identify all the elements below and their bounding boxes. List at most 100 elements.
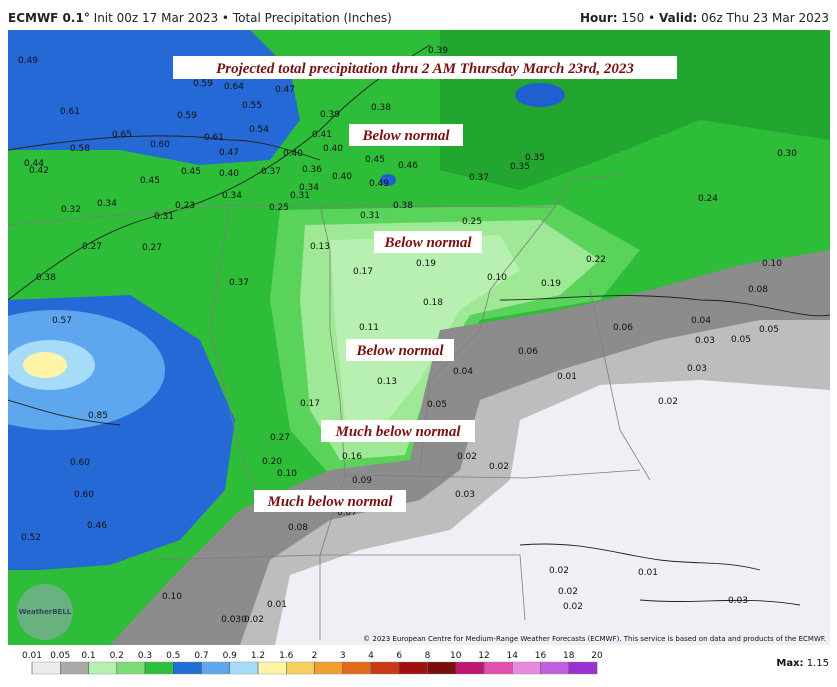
point-value: 0.37 (229, 278, 249, 288)
point-value: 0.39 (428, 46, 448, 56)
max-value: Max: 1.15 (776, 658, 829, 669)
point-value: 0.24 (698, 194, 718, 204)
point-value: 0.16 (342, 452, 362, 462)
point-value: 0.34 (222, 191, 242, 201)
point-value: 0.01 (638, 568, 658, 578)
point-value: 0.10 (162, 592, 182, 602)
legend-swatch (116, 661, 146, 675)
valid-value: 06z Thu 23 Mar 2023 (701, 11, 829, 25)
legend-tick-label: 0.5 (166, 651, 180, 661)
point-value: 0.61 (204, 133, 224, 143)
point-value: 0.85 (88, 411, 108, 421)
hour-value: 150 • (621, 11, 655, 25)
point-value: 0.25 (269, 203, 289, 213)
point-value: 0.47 (219, 148, 239, 158)
annotation-box (321, 420, 475, 442)
point-value: 0.05 (427, 400, 447, 410)
run-description: Init 00z 17 Mar 2023 • Total Precipitati… (94, 11, 392, 25)
legend-tick-label: 10 (450, 651, 462, 661)
legend-tick-label: 8 (425, 651, 431, 661)
point-value: 0.03 (455, 490, 475, 500)
max-label: Max: (776, 658, 803, 669)
point-value: 0.38 (36, 273, 56, 283)
map-area: 0.49 0.59 0.64 0.47 0.39 0.61 0.59 0.55 0.38 0.39… (8, 30, 830, 645)
point-value: 0.02 (489, 462, 509, 472)
point-value: 0.60 (70, 458, 90, 468)
point-value: 0.06 (518, 347, 538, 357)
annotation-box (346, 339, 454, 361)
point-value: 0.17 (353, 267, 373, 277)
lake (515, 83, 565, 107)
point-value: 0.34 (299, 183, 319, 193)
legend-tick-label: 0.01 (22, 651, 42, 661)
color-legend: 0.01 0.05 0.1 0.2 0.3 0.5 0.7 0.9 1.2 1.6 2 3 4 6 8 10 1… (22, 651, 603, 675)
point-value: 0.13 (310, 242, 330, 252)
point-value: 0.46 (87, 521, 107, 531)
point-value: 0.17 (300, 399, 320, 409)
legend-tick-label: 14 (507, 651, 519, 661)
legend-tick-label: 3 (340, 651, 346, 661)
point-value: 0.38 (371, 103, 391, 113)
legend-swatch (399, 661, 428, 675)
legend-tick-label: 0.7 (194, 651, 208, 661)
legend-tick-label: 0.9 (223, 651, 238, 661)
point-value: 0.23 (175, 201, 195, 211)
point-value: 0.10 (487, 273, 507, 283)
model-name: ECMWF 0.1° (8, 11, 90, 25)
point-value: 0.02 (558, 587, 578, 597)
point-value: 0.40 (283, 149, 303, 159)
legend-swatch (229, 661, 259, 675)
point-value: 0.08 (748, 285, 768, 295)
point-value: 0.54 (249, 125, 269, 135)
legend-swatch (342, 661, 372, 675)
point-value: 0.58 (70, 144, 90, 154)
point-value: 0.08 (288, 523, 308, 533)
point-value: 0.01 (557, 372, 577, 382)
hour-label: Hour: (580, 11, 618, 25)
point-value: 0.22 (586, 255, 606, 265)
point-value: 0.30 (777, 149, 797, 159)
point-value: 0.60 (150, 140, 170, 150)
point-value: 0.07 (337, 508, 357, 518)
point-value: 0.40 (332, 172, 352, 182)
point-value: 0.02 (658, 397, 678, 407)
max-number: 1.15 (807, 658, 829, 669)
annotation-title: Projected total precipitation thru 2 AM … (216, 61, 634, 77)
legend-swatch (540, 661, 569, 675)
point-value: 0.09 (352, 476, 372, 486)
point-value: 0.05 (759, 325, 779, 335)
precip-zone (23, 352, 67, 378)
legend-tick-label: 18 (563, 651, 575, 661)
legend-tick-label: 1.2 (251, 651, 265, 661)
logo: WeatherBELL (17, 584, 73, 640)
point-value: 0.45 (140, 176, 160, 186)
header-right: Hour: 150 • Valid: 06z Thu 23 Mar 2023 (580, 11, 829, 25)
point-value: 0.57 (52, 316, 72, 326)
legend-swatch (512, 661, 541, 675)
point-value: 0.030 (221, 615, 247, 625)
legend-tick-label: 20 (591, 651, 603, 661)
annotation-label: Much below normal (266, 494, 393, 510)
point-value: 0.40 (219, 169, 239, 179)
point-value: 0.64 (224, 82, 244, 92)
legend-tick-label: 6 (396, 651, 402, 661)
point-value: 0.31 (290, 191, 310, 201)
point-value: 0.19 (541, 279, 561, 289)
point-value: 0.31 (154, 212, 174, 222)
legend-swatch (455, 661, 485, 675)
point-value: 0.20 (262, 457, 282, 467)
point-value: 0.34 (97, 199, 117, 209)
point-value: 0.49 (18, 56, 38, 66)
legend-tick-label: 0.3 (138, 651, 152, 661)
point-value: 0.10 (762, 259, 782, 269)
point-value: 0.47 (275, 85, 295, 95)
point-value: 0.03 (687, 364, 707, 374)
point-value: 0.59 (193, 79, 213, 89)
point-value: 0.03 (695, 336, 715, 346)
annotation-label: Below normal (355, 343, 444, 359)
point-value: 0.06 (613, 323, 633, 333)
point-value: 0.35 (510, 162, 530, 172)
point-value: 0.13 (377, 377, 397, 387)
point-value: 0.27 (270, 433, 290, 443)
